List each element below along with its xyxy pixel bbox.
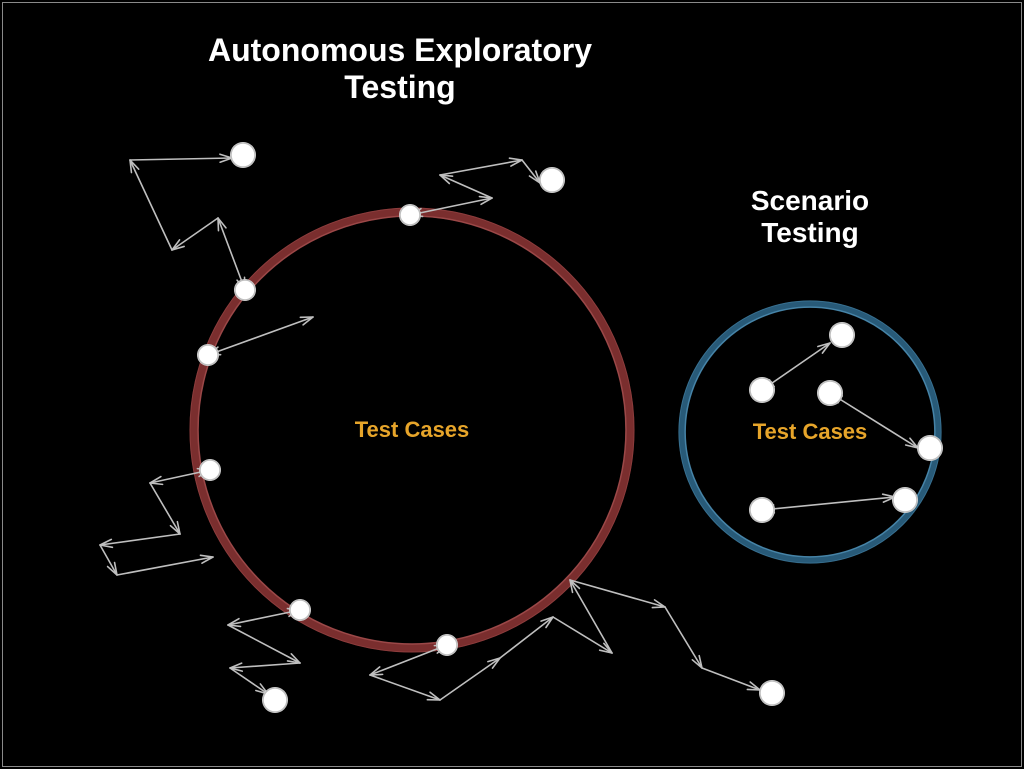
node-s4 (917, 435, 943, 461)
diagram-svg (0, 0, 1024, 769)
title-scenario: Scenario Testing (690, 185, 930, 249)
scenario-center-label: Test Cases (753, 419, 868, 445)
title-scenario-line1: Scenario (751, 185, 869, 216)
exploratory-center-label: Test Cases (355, 417, 470, 443)
node-r3 (197, 344, 219, 366)
node-n1 (230, 142, 256, 168)
node-s5 (892, 487, 918, 513)
node-n2 (539, 167, 565, 193)
arrow-path (762, 494, 895, 513)
node-n3 (262, 687, 288, 713)
arrow-path (228, 609, 300, 694)
node-s3 (817, 380, 843, 406)
node-r2 (234, 279, 256, 301)
arrow-path (130, 154, 245, 290)
title-exploratory-line2: Testing (344, 69, 455, 105)
title-exploratory: Autonomous Exploratory Testing (160, 32, 640, 106)
node-s6 (749, 497, 775, 523)
title-scenario-line2: Testing (761, 217, 858, 248)
node-n4 (759, 680, 785, 706)
node-r5 (289, 599, 311, 621)
node-r1 (399, 204, 421, 226)
arrow-path (100, 469, 213, 575)
node-r6 (436, 634, 458, 656)
node-s1 (829, 322, 855, 348)
node-r4 (199, 459, 221, 481)
node-s2 (749, 377, 775, 403)
title-exploratory-line1: Autonomous Exploratory (208, 32, 592, 68)
arrow-path (410, 158, 540, 216)
arrow-path (370, 580, 760, 700)
